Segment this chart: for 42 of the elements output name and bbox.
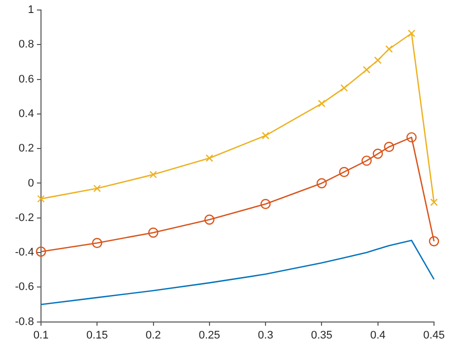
y-tick-label: -0.8 xyxy=(14,316,34,328)
y-tick-label: -0.6 xyxy=(14,281,34,294)
point xyxy=(384,142,394,152)
point xyxy=(37,195,45,203)
y-tick-label: 0.8 xyxy=(18,38,34,51)
point xyxy=(206,154,214,162)
point xyxy=(362,156,372,166)
point xyxy=(385,45,393,53)
point xyxy=(149,170,158,178)
point xyxy=(316,178,327,188)
y-tick-label: 1 xyxy=(28,4,34,16)
point xyxy=(148,227,158,238)
point xyxy=(93,184,101,192)
x-tick-label: 0.4 xyxy=(370,329,386,342)
point xyxy=(339,166,350,178)
x-tick-label: 0.15 xyxy=(86,329,108,342)
y-tick-label: 0 xyxy=(28,177,34,190)
point xyxy=(92,238,102,248)
x-tick-label: 0.1 xyxy=(33,329,49,342)
y-tick-label: 0.4 xyxy=(18,108,34,120)
y-tick-label: -0.2 xyxy=(14,212,34,224)
point xyxy=(204,214,215,225)
x-tick-label: 0.3 xyxy=(258,329,274,342)
x-tick-label: 0.25 xyxy=(198,329,220,342)
point xyxy=(362,66,370,74)
point xyxy=(372,148,383,159)
point xyxy=(340,84,348,92)
point xyxy=(260,198,271,210)
point xyxy=(406,132,417,142)
y-tick-label: -0.4 xyxy=(14,246,34,259)
x-tick-label: 0.2 xyxy=(146,329,161,342)
point xyxy=(428,236,440,246)
y-tick-label: 0.6 xyxy=(18,73,34,86)
point xyxy=(36,246,46,257)
point xyxy=(262,132,270,140)
x-tick-label: 0.35 xyxy=(310,329,332,342)
point xyxy=(318,100,326,108)
point xyxy=(408,30,416,38)
y-tick-label: 0.2 xyxy=(18,142,34,155)
point xyxy=(374,56,382,64)
point xyxy=(430,198,438,206)
x-tick-label: 0.45 xyxy=(423,329,445,342)
